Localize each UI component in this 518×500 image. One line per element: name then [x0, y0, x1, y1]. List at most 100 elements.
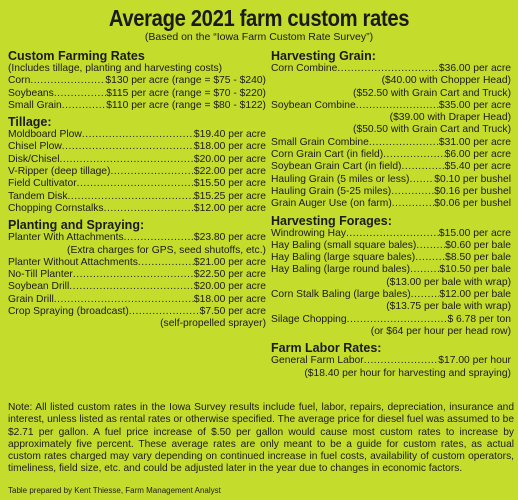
rate-value: $5.40 per acre — [444, 161, 511, 173]
rate-label: Corn Grain Cart (in field) — [271, 149, 384, 161]
right-column: Harvesting Grain: Corn Combine $36.00 per… — [271, 46, 511, 380]
rate-note: ($40.00 with Chopper Head) — [381, 75, 511, 87]
rate-value: $36.00 per acre — [438, 63, 511, 74]
leader-dots — [410, 264, 439, 276]
leader-dots — [138, 257, 194, 269]
rate-value: $19.40 per acre — [193, 129, 266, 141]
rate-row: Crop Spraying (broadcast) $7.50 per acre — [8, 306, 266, 318]
leader-dots — [383, 149, 444, 161]
rate-row: Grain Drill $18.00 per acre — [8, 294, 266, 306]
rate-row: Windrowing Hay $15.00 per acre — [271, 228, 511, 240]
leader-dots — [391, 186, 434, 198]
rate-label: Chisel Plow — [8, 141, 62, 153]
rate-value: $23.80 per acre — [193, 232, 266, 244]
rate-row: Small Grain $110 per acre (range = $80 - … — [8, 100, 266, 112]
custom-farming-subnote: (Includes tillage, planting and harvesti… — [8, 63, 223, 74]
rate-label: Chopping Cornstalks — [8, 202, 104, 214]
rate-note: ($52.50 with Grain Cart and Truck) — [353, 87, 511, 99]
rate-label: General Farm Labor — [271, 355, 364, 367]
leader-dots — [346, 228, 439, 240]
rate-value: $12.00 per acre — [193, 202, 266, 214]
rate-row: Corn Combine $36.00 per acre — [271, 63, 511, 75]
rate-label: Corn Stalk Baling (large bales) — [271, 289, 411, 301]
rate-value: $17.00 per hour — [438, 355, 511, 367]
left-column: Custom Farming Rates (Includes tillage, … — [8, 46, 266, 331]
rate-row: Corn $130 per acre (range = $75 - $240) — [8, 75, 266, 87]
rate-value: $8.50 per bale — [445, 252, 511, 264]
rate-label: Soybean Drill — [8, 281, 70, 293]
rate-note: ($50.50 with Grain Cart and Truck) — [353, 124, 511, 136]
leader-dots — [402, 161, 445, 173]
leader-dots — [73, 269, 194, 281]
rate-row: Chopping Cornstalks $12.00 per acre — [8, 203, 266, 215]
rate-row: Hay Baling (large square bales) $8.50 per… — [271, 252, 511, 264]
rate-label: Small Grain — [8, 99, 62, 111]
leader-dots — [364, 355, 439, 367]
harvesting-grain-title: Harvesting Grain: — [271, 49, 376, 63]
page-title: Average 2021 farm custom rates — [108, 5, 410, 31]
rate-row: Hauling Grain (5-25 miles) $0.16 per bush… — [271, 186, 511, 198]
rate-label: Small Grain Combine — [271, 136, 369, 148]
rate-row: Hay Baling (large round bales) $10.50 per… — [271, 264, 511, 276]
rate-value: $35.00 per acre — [438, 99, 511, 111]
leader-dots — [129, 306, 200, 318]
rate-label: Crop Spraying (broadcast) — [8, 306, 129, 318]
rate-row: Small Grain Combine $31.00 per acre — [271, 137, 511, 149]
rate-row: Grain Auger Use (on farm) $0.06 per bushe… — [271, 198, 511, 210]
credit-line: Table prepared by Kent Thiesse, Farm Man… — [8, 486, 221, 495]
rate-label: Planter Without Attachments — [8, 256, 138, 268]
leader-dots — [411, 289, 440, 301]
rate-value: $15.00 per acre — [438, 227, 511, 239]
leader-dots — [337, 63, 438, 75]
leader-dots — [124, 232, 194, 244]
planting-list: Planter Without Attachments $21.00 per ac… — [8, 257, 266, 318]
rate-label: Field Cultivator — [8, 178, 77, 190]
leader-dots — [347, 314, 448, 326]
rate-label: Hauling Grain (5-25 miles) — [271, 185, 392, 197]
rate-row: No-Till Planter $22.50 per acre — [8, 269, 266, 281]
rate-row: Moldboard Plow $19.40 per acre — [8, 129, 266, 141]
leader-dots — [30, 75, 105, 87]
rate-row: Soybean Combine $35.00 per acre — [271, 100, 511, 112]
rate-value: $ 6.78 per ton — [447, 313, 511, 325]
rate-note: ($13.00 per bale with wrap) — [386, 276, 511, 288]
rate-row: Hay Baling (small square bales) $0.60 per… — [271, 240, 511, 252]
rate-value: $0.16 per bushel — [434, 185, 511, 197]
leader-dots — [54, 88, 106, 100]
leader-dots — [392, 198, 435, 210]
rate-row: Planter Without Attachments $21.00 per ac… — [8, 257, 266, 269]
rate-label: Hay Baling (large round bales) — [271, 264, 411, 276]
rate-note: ($18.40 per hour for harvesting and spra… — [304, 367, 511, 379]
page-subtitle: (Based on the “Iowa Farm Custom Rate Sur… — [144, 31, 374, 43]
rate-note: (or $64 per hour per head row) — [370, 325, 511, 337]
rate-value: $18.00 per acre — [193, 293, 266, 305]
rate-value: $130 per acre (range = $75 - $240) — [105, 75, 266, 87]
rate-note: (Extra charges for GPS, seed shutoffs, e… — [67, 244, 266, 256]
rate-label: Soybean Grain Cart (in field) — [271, 161, 402, 173]
rate-label: Grain Drill — [8, 293, 54, 305]
leader-dots — [62, 100, 106, 112]
rate-value: $0.10 per bushel — [434, 173, 511, 185]
rate-row: Hauling Grain (5 miles or less) $0.10 per… — [271, 174, 511, 186]
rate-row: Silage Chopping $ 6.78 per ton — [271, 314, 511, 326]
rate-label: Grain Auger Use (on farm) — [271, 198, 392, 210]
rate-row: Field Cultivator $15.50 per acre — [8, 178, 266, 190]
rate-row: Soybean Grain Cart (in field) $5.40 per a… — [271, 161, 511, 173]
rate-value: $115 per acre (range = $70 - $220) — [106, 87, 266, 99]
leader-dots — [62, 141, 194, 153]
rate-row: Soybean Drill $20.00 per acre — [8, 281, 266, 293]
leader-dots — [104, 203, 194, 215]
leader-dots — [369, 137, 439, 149]
rate-value: $7.50 per acre — [199, 306, 266, 318]
tillage-title: Tillage: — [8, 115, 52, 130]
rate-row: General Farm Labor $17.00 per hour — [271, 355, 511, 367]
rate-label: Corn Combine — [271, 63, 338, 74]
rate-label: Hay Baling (large square bales) — [271, 252, 416, 264]
leader-dots — [415, 252, 445, 264]
rate-value: $6.00 per acre — [444, 149, 511, 161]
rate-value: $0.60 per bale — [445, 239, 511, 251]
rate-note: (self-propelled sprayer) — [160, 318, 266, 330]
